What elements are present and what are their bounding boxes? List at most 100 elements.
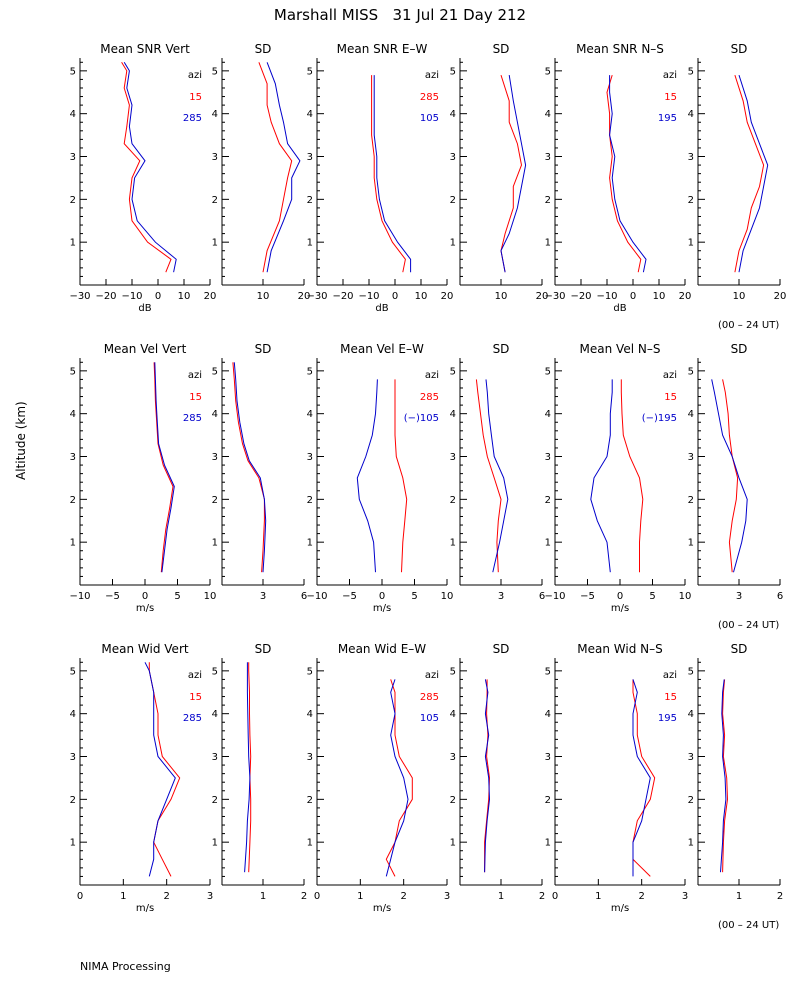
y-tick-label: 3 — [545, 152, 551, 163]
x-axis-label: m/s — [373, 603, 391, 614]
x-tick-label: 0 — [392, 291, 398, 302]
x-tick-label: 3 — [444, 891, 450, 902]
series-line-red — [475, 379, 502, 573]
series-line-red — [232, 362, 265, 573]
series-line-red — [385, 679, 413, 877]
y-tick-label: 4 — [307, 709, 313, 720]
y-tick-label: 3 — [212, 152, 218, 163]
y-tick-label: 5 — [70, 66, 76, 77]
x-tick-label: 20 — [536, 291, 549, 302]
x-tick-label: 6 — [539, 591, 545, 602]
x-tick-label: −30 — [69, 291, 90, 302]
series-line-blue — [632, 679, 651, 877]
y-tick-label: 3 — [307, 752, 313, 763]
x-tick-label: 10 — [204, 591, 217, 602]
x-tick-label: 0 — [630, 291, 636, 302]
x-tick-label: 10 — [679, 591, 692, 602]
y-tick-label: 5 — [688, 66, 694, 77]
legend-entry: (−)105 — [404, 413, 439, 424]
legend-entry: 15 — [664, 392, 677, 403]
panel-title: SD — [493, 342, 510, 356]
y-tick-label: 3 — [70, 452, 76, 463]
y-tick-label: 4 — [212, 109, 218, 120]
x-tick-label: 10 — [415, 291, 428, 302]
series-line-red — [371, 75, 406, 273]
legend-entry: 285 — [183, 113, 202, 124]
series-line-red — [620, 379, 644, 573]
y-tick-label: 4 — [545, 709, 551, 720]
x-tick-label: 1 — [498, 891, 504, 902]
y-tick-label: 3 — [688, 152, 694, 163]
y-tick-label: 3 — [307, 452, 313, 463]
x-tick-label: 5 — [649, 591, 655, 602]
panel-title: SD — [493, 642, 510, 656]
y-tick-label: 3 — [307, 152, 313, 163]
panel-title: SD — [493, 42, 510, 56]
y-tick-label: 5 — [450, 66, 456, 77]
y-tick-label: 5 — [688, 366, 694, 377]
legend-entry: 285 — [420, 92, 439, 103]
panel-title: SD — [731, 642, 748, 656]
y-tick-label: 3 — [212, 452, 218, 463]
y-tick-label: 5 — [545, 366, 551, 377]
legend-header: azi — [663, 670, 677, 681]
y-tick-label: 1 — [70, 538, 76, 549]
series-line-blue — [609, 75, 647, 273]
x-tick-label: 0 — [552, 891, 558, 902]
y-tick-label: 3 — [545, 452, 551, 463]
x-tick-label: 5 — [174, 591, 180, 602]
y-tick-label: 4 — [307, 109, 313, 120]
page-title: Marshall MISS 31 Jul 21 Day 212 — [273, 6, 527, 24]
y-tick-label: 2 — [70, 195, 76, 206]
time-range-label: (00 – 24 UT) — [718, 620, 780, 631]
panel-title: SD — [731, 42, 748, 56]
series-line-blue — [485, 379, 509, 573]
series-line-blue — [738, 74, 769, 273]
y-tick-label: 3 — [450, 752, 456, 763]
legend-header: azi — [425, 670, 439, 681]
panel-title: Mean Vel E–W — [340, 342, 424, 356]
y-tick-label: 4 — [70, 709, 76, 720]
y-tick-label: 2 — [307, 795, 313, 806]
x-tick-label: 2 — [301, 891, 307, 902]
x-tick-label: 1 — [120, 891, 126, 902]
y-tick-label: 2 — [212, 495, 218, 506]
y-tick-label: 1 — [70, 238, 76, 249]
series-line-blue — [720, 679, 727, 873]
y-tick-label: 4 — [212, 709, 218, 720]
panel-title: Mean Vel N–S — [580, 342, 661, 356]
y-tick-label: 1 — [212, 238, 218, 249]
y-tick-label: 1 — [545, 838, 551, 849]
series-line-blue — [233, 362, 267, 573]
y-tick-label: 3 — [545, 752, 551, 763]
y-tick-label: 2 — [545, 795, 551, 806]
y-tick-label: 3 — [688, 452, 694, 463]
x-tick-label: 0 — [155, 291, 161, 302]
x-tick-label: 5 — [411, 591, 417, 602]
x-tick-label: 0 — [77, 891, 83, 902]
y-tick-label: 4 — [688, 709, 694, 720]
y-tick-label: 5 — [450, 666, 456, 677]
y-tick-label: 1 — [450, 538, 456, 549]
x-tick-label: 2 — [638, 891, 644, 902]
x-tick-label: 0 — [617, 591, 623, 602]
series-line-blue — [484, 679, 491, 873]
x-tick-label: 2 — [163, 891, 169, 902]
series-line-blue — [711, 379, 748, 573]
x-axis-label: m/s — [136, 603, 154, 614]
x-tick-label: −5 — [105, 591, 120, 602]
y-tick-label: 2 — [70, 495, 76, 506]
x-tick-label: 3 — [682, 891, 688, 902]
y-tick-label: 2 — [688, 495, 694, 506]
x-tick-label: 1 — [736, 891, 742, 902]
panel-title: SD — [731, 342, 748, 356]
time-range-label: (00 – 24 UT) — [718, 920, 780, 931]
x-tick-label: −20 — [332, 291, 353, 302]
series-line-red — [258, 62, 293, 273]
x-tick-label: −30 — [544, 291, 565, 302]
series-line-red — [153, 362, 174, 573]
y-tick-label: 4 — [545, 409, 551, 420]
y-tick-label: 5 — [307, 666, 313, 677]
processing-label: NIMA Processing — [80, 960, 171, 973]
